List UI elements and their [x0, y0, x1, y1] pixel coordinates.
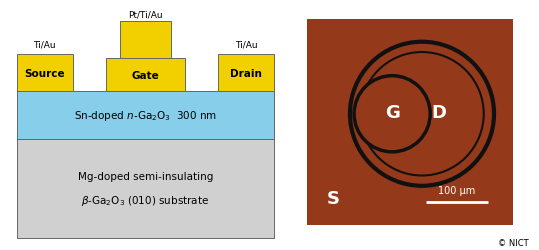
Bar	[120, 22, 171, 59]
Text: $\beta$-Ga$_2$O$_3$ (010) substrate: $\beta$-Ga$_2$O$_3$ (010) substrate	[81, 193, 210, 207]
Bar	[17, 139, 274, 238]
Circle shape	[350, 42, 494, 186]
Text: G: G	[385, 103, 399, 121]
Text: Ti/Au: Ti/Au	[235, 41, 258, 50]
Text: 100 μm: 100 μm	[438, 185, 475, 195]
Text: Ti/Au: Ti/Au	[33, 41, 56, 50]
Text: D: D	[431, 103, 446, 121]
Text: S: S	[327, 190, 340, 207]
Text: Sn-doped $n$-Ga$_2$O$_3$  300 nm: Sn-doped $n$-Ga$_2$O$_3$ 300 nm	[74, 109, 217, 122]
Circle shape	[354, 76, 430, 152]
Text: Pt/Ti/Au: Pt/Ti/Au	[128, 10, 163, 19]
Text: Gate: Gate	[132, 71, 160, 81]
Text: Drain: Drain	[231, 68, 262, 78]
Text: Mg-doped semi-insulating: Mg-doped semi-insulating	[78, 172, 213, 182]
Bar	[218, 54, 274, 92]
Text: Source: Source	[24, 68, 65, 78]
Bar	[17, 92, 274, 139]
Text: © NICT: © NICT	[497, 238, 528, 248]
Bar	[106, 59, 185, 92]
Bar	[17, 54, 73, 92]
